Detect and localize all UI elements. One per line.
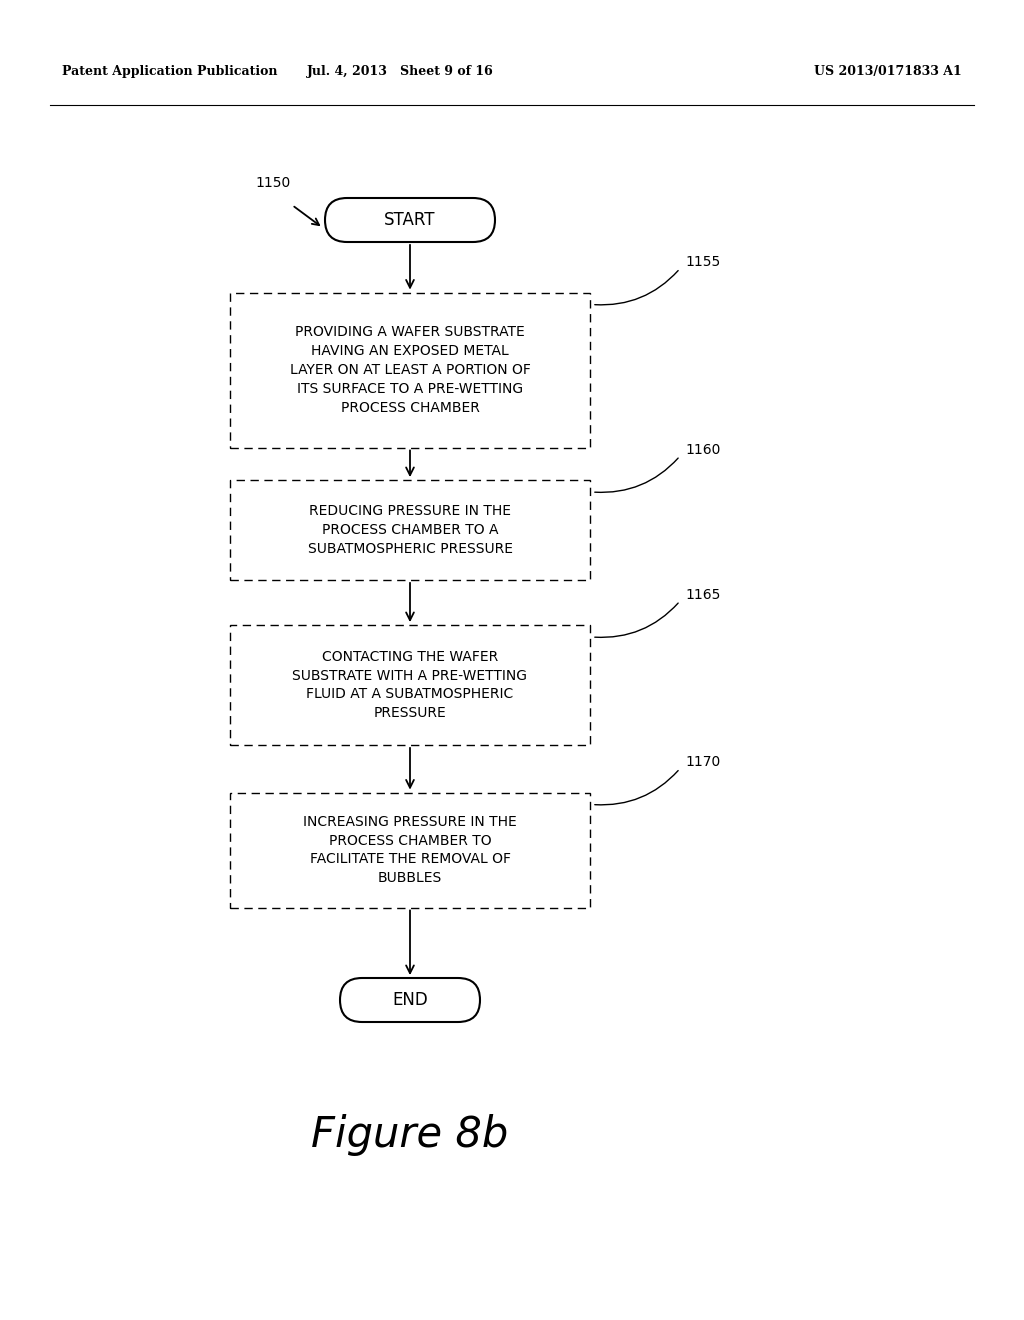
FancyBboxPatch shape: [230, 792, 590, 908]
Text: 1165: 1165: [685, 587, 720, 602]
Text: 1160: 1160: [685, 444, 720, 457]
Text: Patent Application Publication: Patent Application Publication: [62, 66, 278, 78]
FancyBboxPatch shape: [230, 293, 590, 447]
Text: Jul. 4, 2013   Sheet 9 of 16: Jul. 4, 2013 Sheet 9 of 16: [306, 66, 494, 78]
Text: US 2013/0171833 A1: US 2013/0171833 A1: [814, 66, 962, 78]
Text: INCREASING PRESSURE IN THE
PROCESS CHAMBER TO
FACILITATE THE REMOVAL OF
BUBBLES: INCREASING PRESSURE IN THE PROCESS CHAMB…: [303, 814, 517, 886]
Text: CONTACTING THE WAFER
SUBSTRATE WITH A PRE-WETTING
FLUID AT A SUBATMOSPHERIC
PRES: CONTACTING THE WAFER SUBSTRATE WITH A PR…: [293, 649, 527, 721]
Text: Figure 8b: Figure 8b: [311, 1114, 509, 1156]
Text: REDUCING PRESSURE IN THE
PROCESS CHAMBER TO A
SUBATMOSPHERIC PRESSURE: REDUCING PRESSURE IN THE PROCESS CHAMBER…: [307, 504, 512, 556]
Text: 1155: 1155: [685, 256, 720, 269]
FancyBboxPatch shape: [340, 978, 480, 1022]
FancyBboxPatch shape: [230, 624, 590, 744]
Text: 1170: 1170: [685, 755, 720, 770]
FancyBboxPatch shape: [230, 480, 590, 579]
Text: PROVIDING A WAFER SUBSTRATE
HAVING AN EXPOSED METAL
LAYER ON AT LEAST A PORTION : PROVIDING A WAFER SUBSTRATE HAVING AN EX…: [290, 325, 530, 414]
Text: START: START: [384, 211, 436, 228]
Text: END: END: [392, 991, 428, 1008]
Text: 1150: 1150: [255, 176, 290, 190]
FancyBboxPatch shape: [325, 198, 495, 242]
